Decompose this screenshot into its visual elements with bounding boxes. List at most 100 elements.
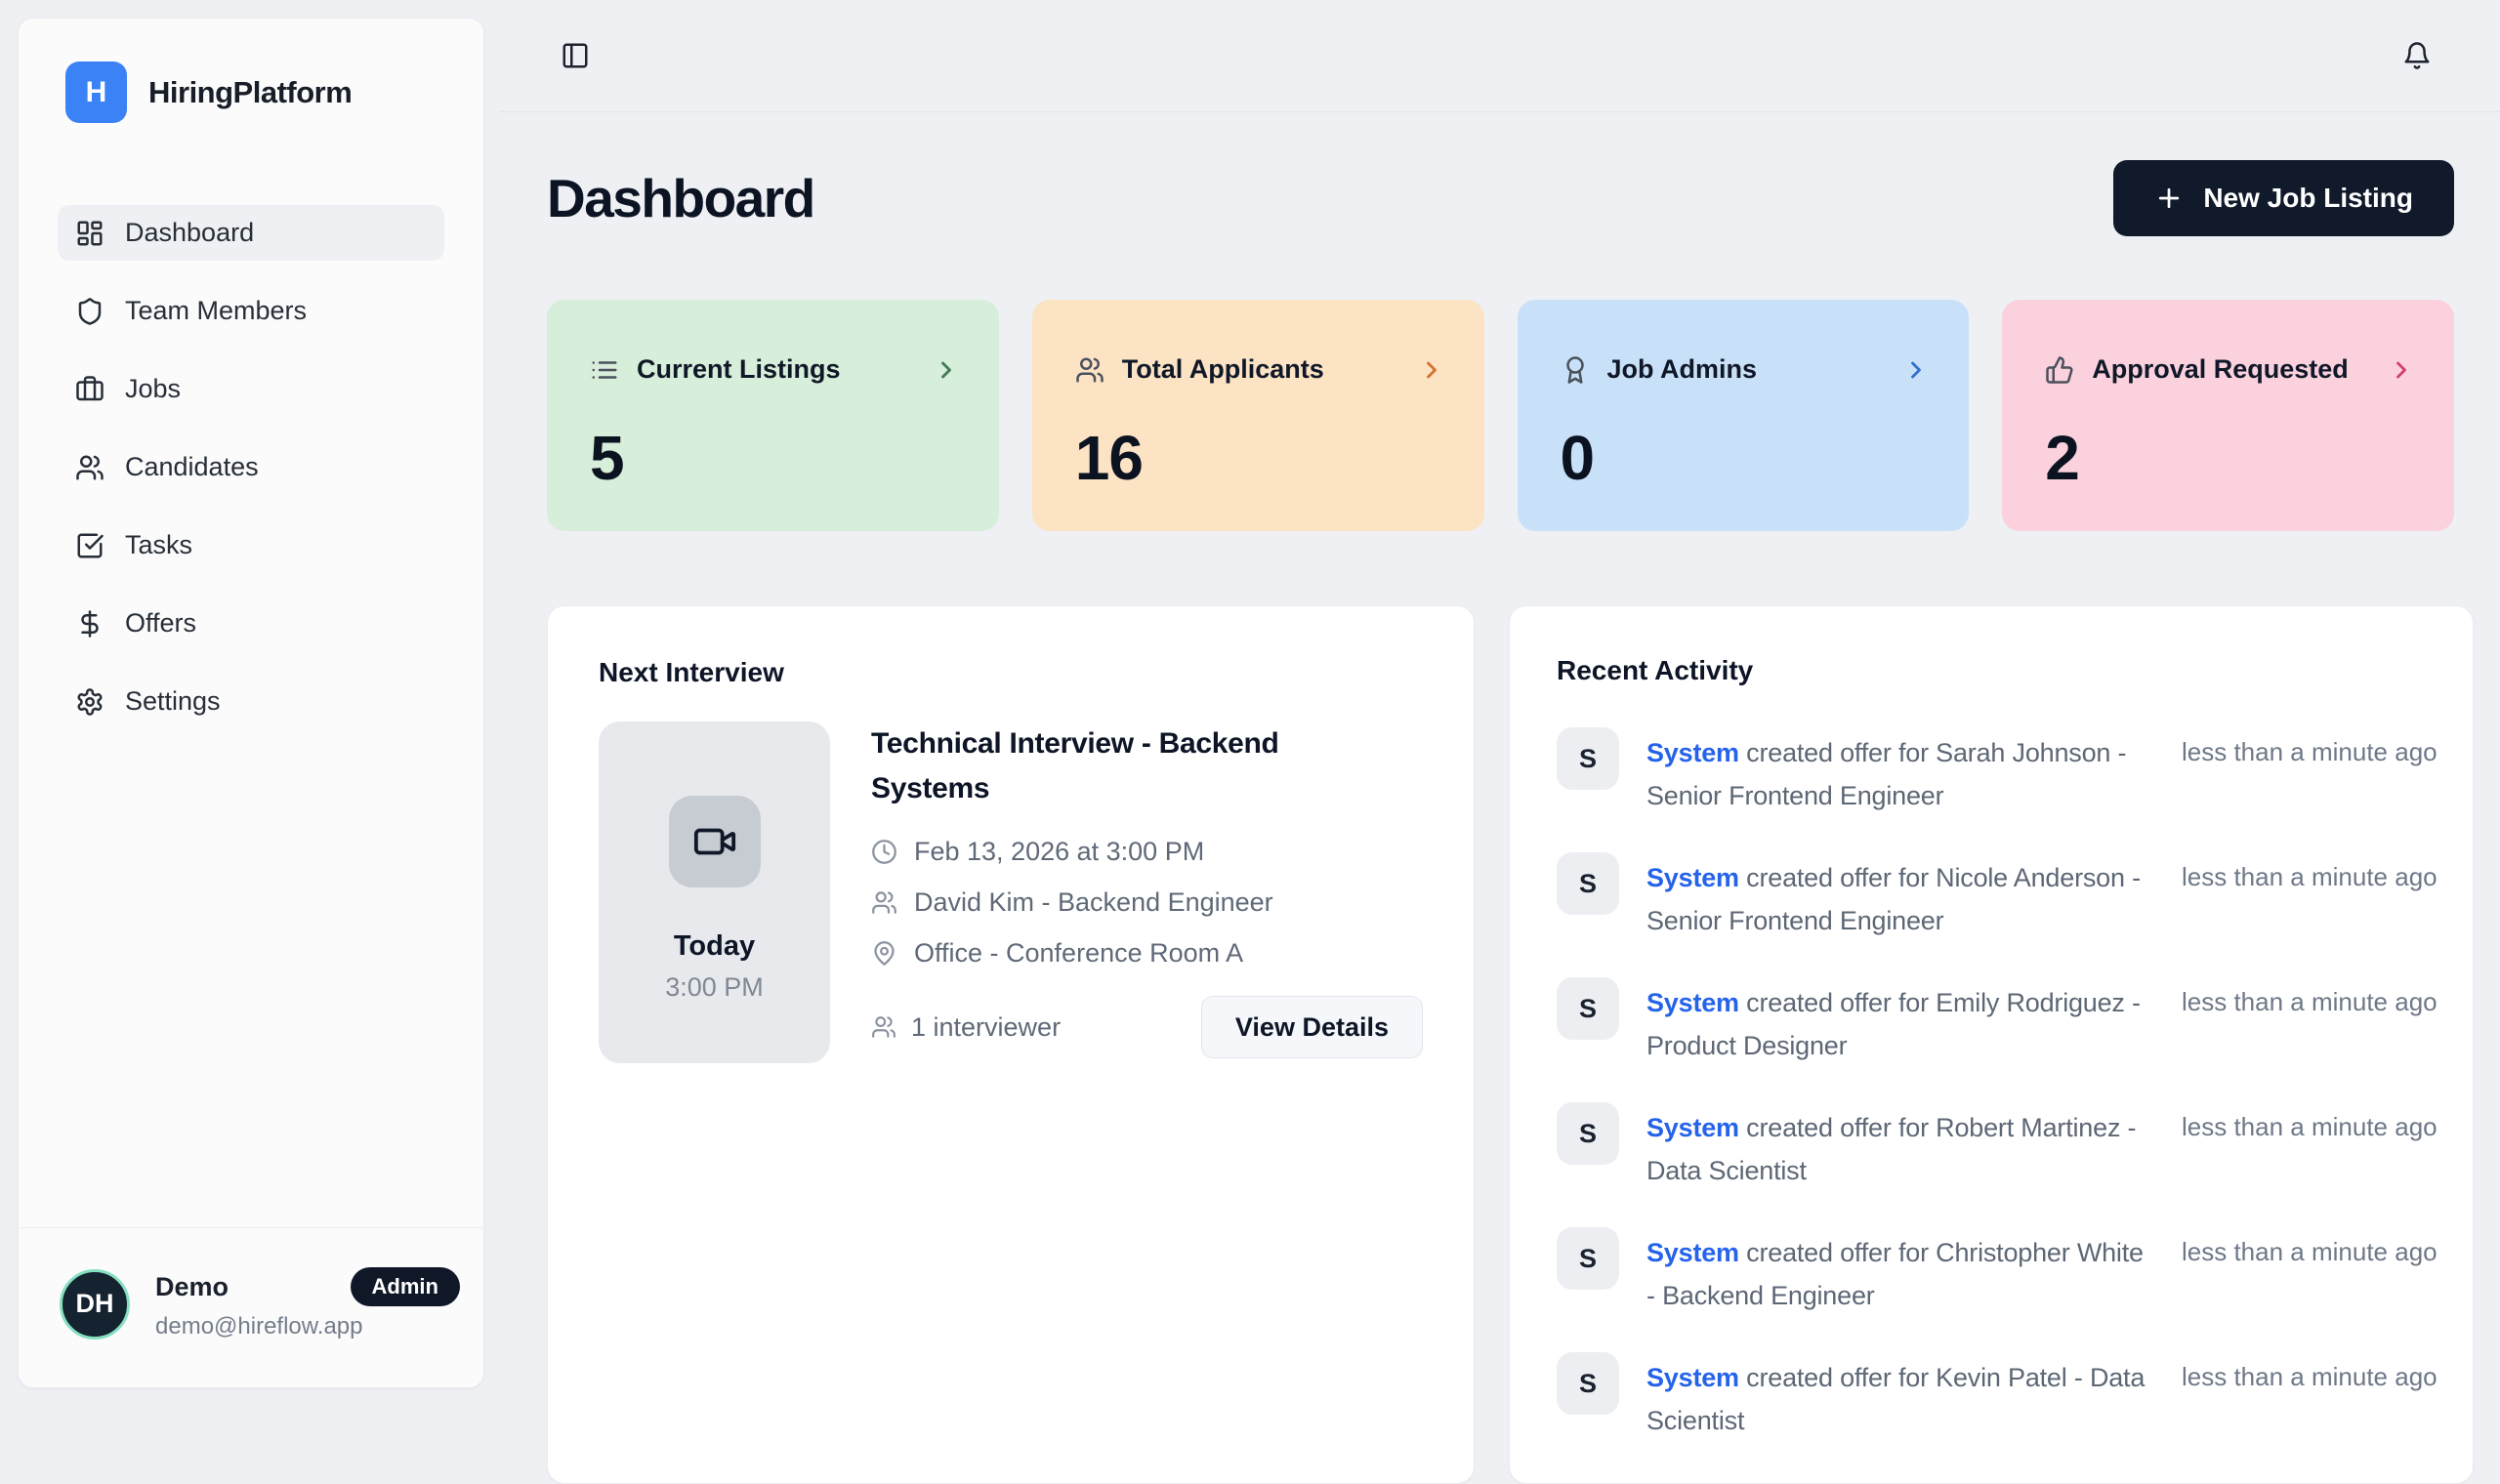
stat-label: Total Applicants <box>1121 354 1324 384</box>
gear-icon <box>75 687 104 717</box>
activity-list: S System created offer for Sarah Johnson… <box>1557 727 2438 1442</box>
activity-timestamp: less than a minute ago <box>2182 1362 2438 1391</box>
sidebar-item-label: Jobs <box>125 374 182 403</box>
stat-card-approval-requested[interactable]: Approval Requested 2 <box>2002 300 2454 531</box>
bell-icon <box>2402 41 2432 70</box>
stat-value: 5 <box>590 423 625 493</box>
activity-timestamp: less than a minute ago <box>2182 737 2438 766</box>
stats-row: Current Listings 5 Total Applicants 16 J… <box>547 300 2454 531</box>
sidebar-item-team-members[interactable]: Team Members <box>58 283 444 339</box>
activity-actor-link[interactable]: System <box>1646 738 1739 767</box>
stat-card-total-applicants[interactable]: Total Applicants 16 <box>1031 300 1484 531</box>
activity-actor-link[interactable]: System <box>1646 1363 1739 1392</box>
user-email: demo@hireflow.app <box>155 1313 363 1340</box>
recent-activity-title: Recent Activity <box>1557 655 1754 685</box>
sidebar-toggle-button[interactable] <box>561 41 590 70</box>
main-content: Dashboard New Job Listing Current Listin… <box>547 112 2474 1484</box>
user-info: Demo Admin demo@hireflow.app <box>155 1267 460 1340</box>
interview-datetime-row: Feb 13, 2026 at 3:00 PM <box>871 837 1423 867</box>
interview-location: Office - Conference Room A <box>914 938 1244 968</box>
sidebar-item-dashboard[interactable]: Dashboard <box>58 205 444 261</box>
notifications-button[interactable] <box>2402 41 2432 70</box>
layout-dashboard-icon <box>75 219 104 248</box>
users-icon <box>871 1014 896 1040</box>
sidebar-item-candidates[interactable]: Candidates <box>58 439 444 495</box>
interview-day: Today <box>673 930 756 962</box>
user-name: Demo <box>155 1271 229 1301</box>
activity-avatar: S <box>1557 977 1619 1040</box>
activity-avatar: S <box>1557 1227 1619 1290</box>
sidebar-item-jobs[interactable]: Jobs <box>58 361 444 417</box>
stat-value: 16 <box>1074 423 1144 493</box>
stat-value: 0 <box>1560 423 1596 493</box>
activity-text: System created offer for Nicole Anderson… <box>1646 863 2141 935</box>
chevron-right-icon <box>933 356 960 384</box>
chevron-right-icon <box>2388 356 2415 384</box>
brand-logo: H <box>65 62 127 123</box>
interview-thumbnail: Today 3:00 PM <box>599 721 830 1063</box>
title-row: Dashboard New Job Listing <box>547 159 2454 237</box>
stat-value: 2 <box>2045 423 2080 493</box>
sidebar-item-label: Candidates <box>125 452 259 481</box>
video-camera-icon <box>692 819 737 864</box>
next-interview-panel: Next Interview Today 3:00 PM Technical I… <box>547 605 1475 1484</box>
next-interview-title: Next Interview <box>599 657 784 687</box>
page-title: Dashboard <box>547 168 815 228</box>
activity-item: S System created offer for Robert Martin… <box>1557 1102 2438 1192</box>
activity-timestamp: less than a minute ago <box>2182 862 2438 891</box>
new-job-listing-button[interactable]: New Job Listing <box>2113 160 2454 236</box>
sidebar-item-label: Team Members <box>125 296 308 325</box>
shield-icon <box>75 297 104 326</box>
activity-actor-link[interactable]: System <box>1646 863 1739 892</box>
panel-left-icon <box>561 41 590 70</box>
dollar-icon <box>75 609 104 639</box>
stat-label: Approval Requested <box>2092 354 2349 384</box>
brand: H HiringPlatform <box>65 62 456 123</box>
plus-icon <box>2154 184 2184 213</box>
activity-text: System created offer for Christopher Whi… <box>1646 1238 2144 1310</box>
activity-text: System created offer for Sarah Johnson -… <box>1646 738 2127 810</box>
sidebar-item-label: Settings <box>125 686 221 716</box>
activity-item: S System created offer for Christopher W… <box>1557 1227 2438 1317</box>
sidebar-item-tasks[interactable]: Tasks <box>58 517 444 573</box>
map-pin-icon <box>871 940 897 967</box>
activity-item: S System created offer for Emily Rodrigu… <box>1557 977 2438 1067</box>
video-tile <box>668 796 761 887</box>
activity-actor-link[interactable]: System <box>1646 1238 1739 1267</box>
award-icon <box>1561 355 1590 385</box>
view-details-button[interactable]: View Details <box>1200 996 1423 1058</box>
sidebar-item-label: Dashboard <box>125 218 255 247</box>
bottom-panels: Next Interview Today 3:00 PM Technical I… <box>547 605 2474 1484</box>
activity-avatar: S <box>1557 1352 1619 1415</box>
users-icon <box>1075 355 1104 385</box>
interview-info: Technical Interview - Backend Systems Fe… <box>871 721 1423 1063</box>
activity-item: S System created offer for Kevin Patel -… <box>1557 1352 2438 1442</box>
interview-datetime: Feb 13, 2026 at 3:00 PM <box>914 837 1205 866</box>
activity-actor-link[interactable]: System <box>1646 1113 1739 1142</box>
sidebar-nav: Dashboard Team Members Jobs Candidates T… <box>58 205 444 729</box>
stat-card-job-admins[interactable]: Job Admins 0 <box>1517 300 1970 531</box>
users-icon <box>75 453 104 482</box>
sidebar-item-settings[interactable]: Settings <box>58 674 444 729</box>
sidebar-item-label: Offers <box>125 608 197 638</box>
activity-avatar: S <box>1557 852 1619 915</box>
activity-actor-link[interactable]: System <box>1646 988 1739 1017</box>
interview-candidate-row: David Kim - Backend Engineer <box>871 887 1423 918</box>
role-badge: Admin <box>350 1267 460 1306</box>
user-block[interactable]: DH Demo Admin demo@hireflow.app <box>19 1227 483 1387</box>
interview-candidate: David Kim - Backend Engineer <box>914 887 1273 917</box>
activity-text: System created offer for Kevin Patel - D… <box>1646 1363 2146 1435</box>
activity-text: System created offer for Robert Martinez… <box>1646 1113 2137 1185</box>
recent-activity-panel: Recent Activity S System created offer f… <box>1509 605 2474 1484</box>
stat-card-current-listings[interactable]: Current Listings 5 <box>547 300 999 531</box>
chevron-right-icon <box>1418 356 1445 384</box>
list-icon <box>590 355 619 385</box>
interview-time: 3:00 PM <box>665 972 764 1002</box>
users-icon <box>871 889 897 916</box>
interview-title: Technical Interview - Backend Systems <box>871 727 1279 804</box>
briefcase-icon <box>75 375 104 404</box>
sidebar-item-offers[interactable]: Offers <box>58 596 444 651</box>
activity-item: S System created offer for Sarah Johnson… <box>1557 727 2438 817</box>
thumbs-up-icon <box>2045 355 2074 385</box>
sidebar-item-label: Tasks <box>125 530 193 559</box>
